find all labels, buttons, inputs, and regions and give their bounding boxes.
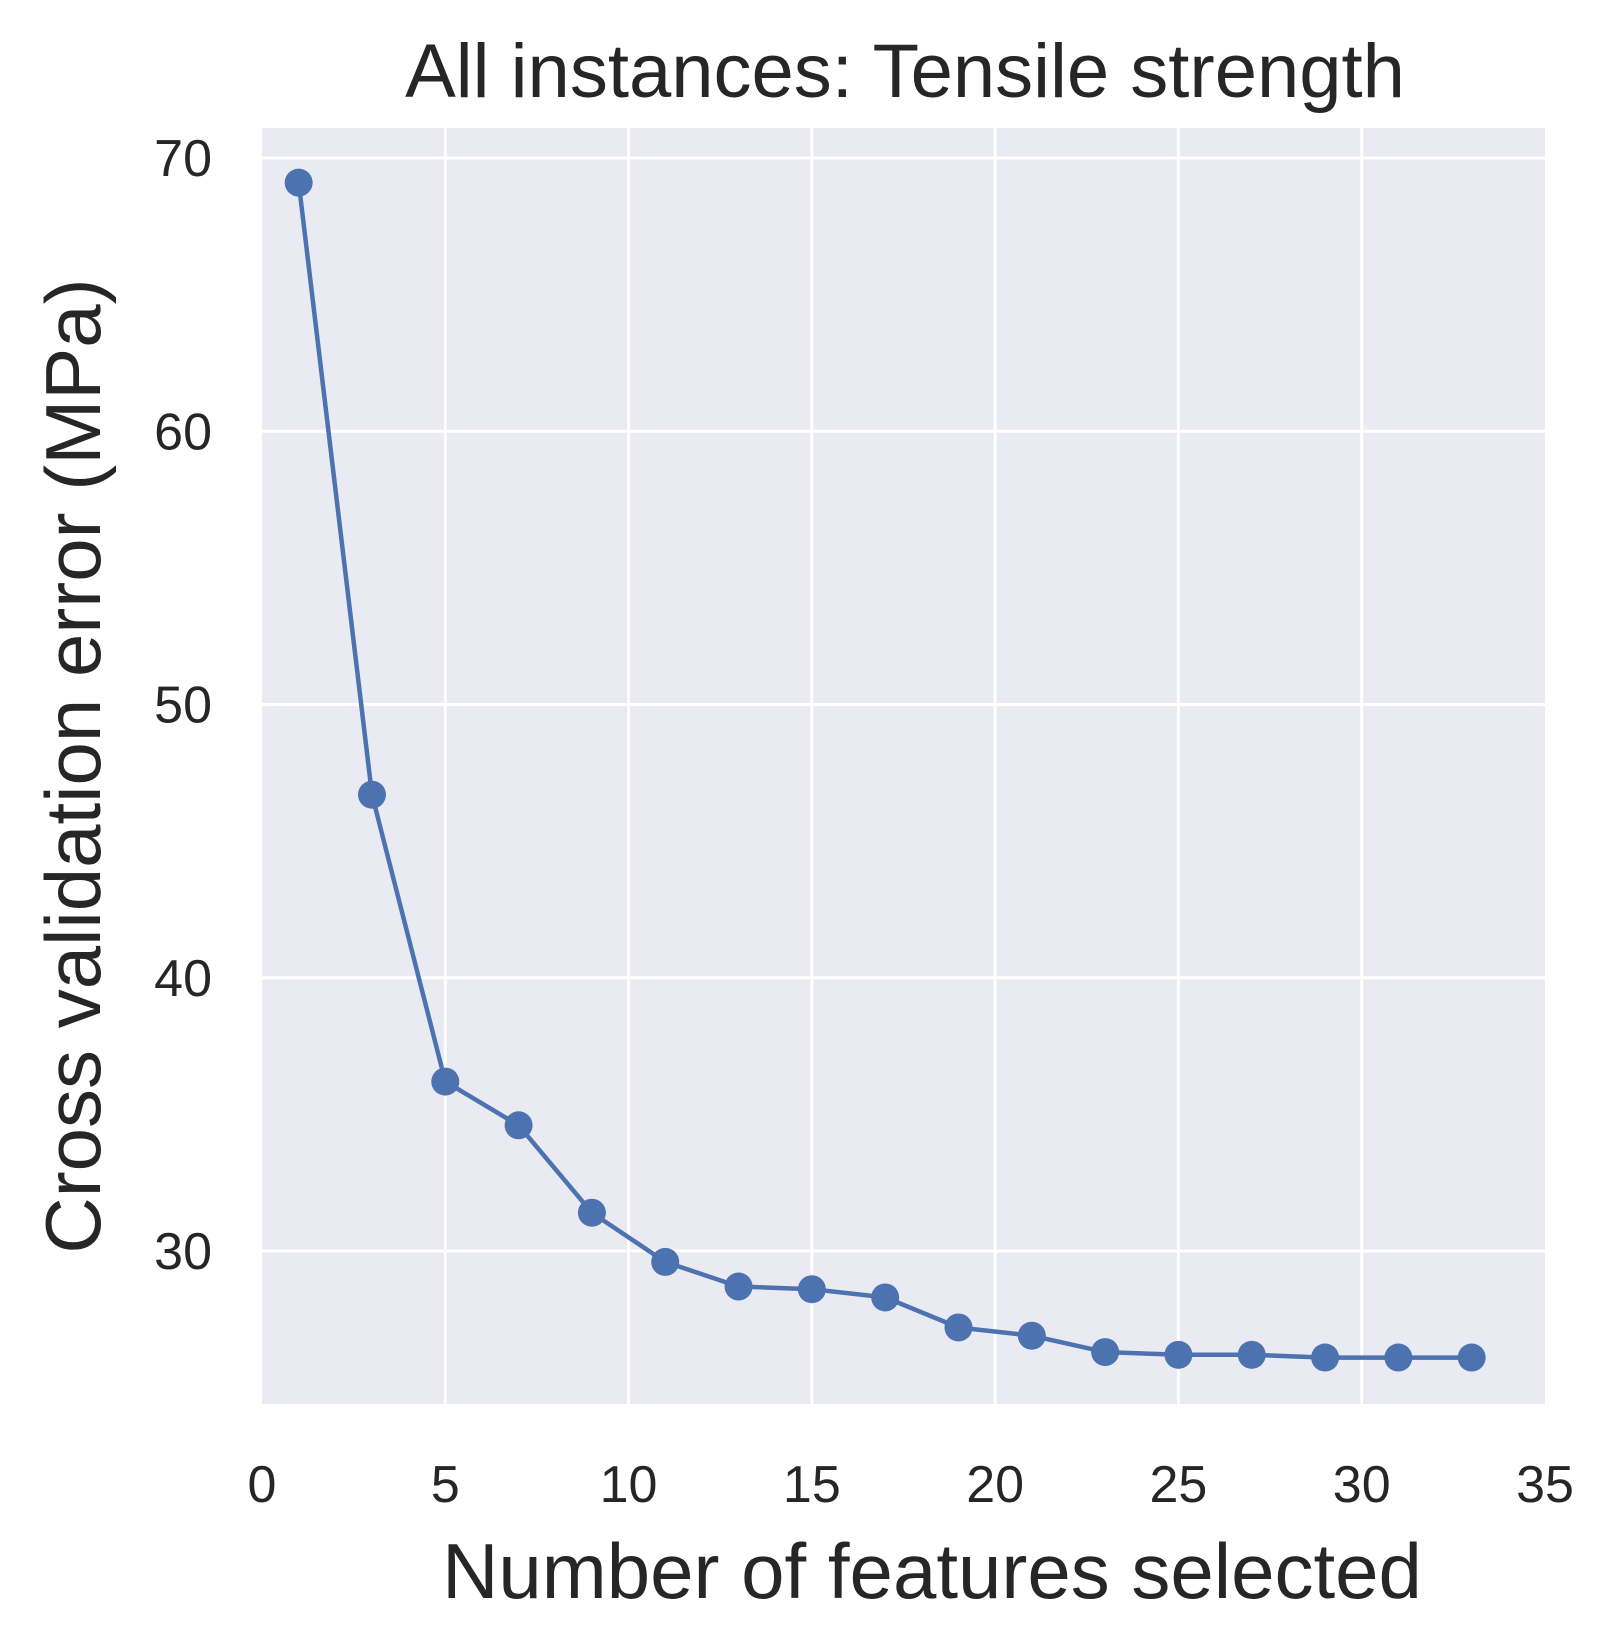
y-tick-label: 40 [154, 950, 212, 1008]
plot-area [262, 128, 1545, 1404]
x-tick-label: 35 [1516, 1456, 1574, 1514]
data-point [577, 1198, 606, 1227]
series-layer [284, 168, 1486, 1372]
y-tick-label: 50 [154, 677, 212, 735]
x-tick-label: 0 [248, 1456, 277, 1514]
data-point [284, 168, 313, 197]
chart-title: All instances: Tensile strength [405, 29, 1405, 114]
y-tick-labels: 30 40 50 60 70 [154, 130, 212, 1281]
x-tick-label: 30 [1333, 1456, 1391, 1514]
x-tick-label: 20 [966, 1456, 1024, 1514]
x-tick-label: 10 [600, 1456, 658, 1514]
data-point [724, 1272, 753, 1301]
x-axis-label: Number of features selected [442, 1527, 1422, 1615]
data-point [357, 780, 386, 809]
x-tick-labels: 0 5 10 15 20 25 30 35 [248, 1456, 1574, 1514]
data-point [1311, 1343, 1340, 1372]
data-point [1384, 1343, 1413, 1372]
data-point [871, 1283, 900, 1312]
x-tick-label: 15 [783, 1456, 841, 1514]
data-point [1164, 1340, 1193, 1369]
data-point [1091, 1338, 1120, 1367]
data-point [944, 1313, 973, 1342]
y-tick-label: 30 [154, 1223, 212, 1281]
y-axis-label: Cross validation error (MPa) [29, 278, 117, 1253]
data-point [1017, 1321, 1046, 1350]
x-tick-label: 25 [1150, 1456, 1208, 1514]
y-tick-label: 60 [154, 403, 212, 461]
data-point [504, 1111, 533, 1140]
data-point [651, 1247, 680, 1276]
x-tick-label: 5 [431, 1456, 460, 1514]
y-tick-label: 70 [154, 130, 212, 188]
data-point [431, 1067, 460, 1096]
grid [262, 128, 1545, 1404]
data-point [1237, 1340, 1266, 1369]
data-point [1457, 1343, 1486, 1372]
data-point [797, 1275, 826, 1304]
